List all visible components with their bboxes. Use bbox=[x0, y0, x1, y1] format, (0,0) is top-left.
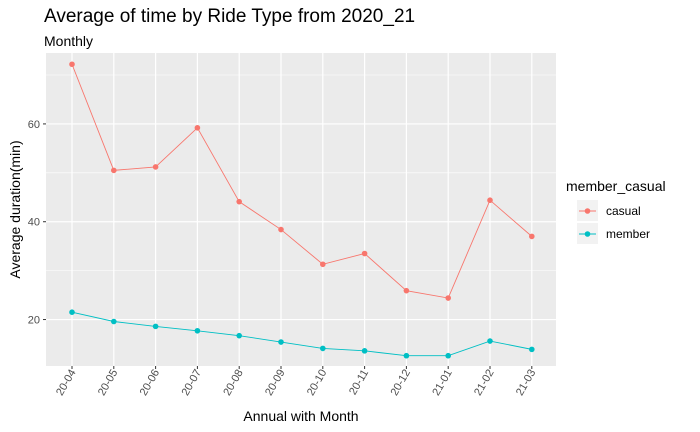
chart-title: Average of time by Ride Type from 2020_2… bbox=[44, 6, 416, 27]
x-tick-label: 20-07 bbox=[180, 368, 204, 398]
data-point-casual bbox=[403, 287, 410, 294]
data-point-casual bbox=[361, 250, 368, 257]
data-point-casual bbox=[111, 167, 117, 174]
x-tick-label: 21-03 bbox=[514, 368, 538, 398]
x-tick-label: 21-01 bbox=[430, 368, 454, 398]
legend-label-casual: casual bbox=[606, 204, 641, 218]
series-layer bbox=[69, 61, 535, 359]
x-axis: 20-04 20-05 20-06 20-07 20-08 20-09 20-10 20-11… bbox=[54, 366, 538, 398]
legend-point-casual bbox=[584, 208, 591, 214]
data-point-member bbox=[403, 352, 410, 359]
series-line-casual bbox=[71, 64, 533, 299]
data-point-casual bbox=[278, 226, 284, 233]
legend: member_casual casual member bbox=[566, 178, 666, 244]
data-point-member bbox=[69, 309, 75, 316]
data-point-casual bbox=[194, 125, 201, 131]
legend-title: member_casual bbox=[566, 178, 666, 194]
legend-label-member: member bbox=[606, 227, 650, 241]
data-point-member bbox=[194, 327, 201, 334]
data-point-member bbox=[487, 338, 493, 344]
data-point-casual bbox=[487, 197, 493, 204]
data-point-member bbox=[320, 345, 326, 352]
data-point-member bbox=[152, 323, 159, 330]
x-tick-label: 20-10 bbox=[305, 368, 329, 398]
y-tick-label: 60 bbox=[28, 119, 40, 131]
x-tick-label: 20-08 bbox=[221, 368, 245, 398]
data-point-casual bbox=[152, 164, 159, 170]
data-point-member bbox=[111, 318, 117, 325]
chart-subtitle: Monthly bbox=[44, 33, 94, 49]
legend-point-member bbox=[584, 231, 591, 237]
series-line-member bbox=[71, 311, 532, 357]
grid-lines bbox=[46, 53, 556, 366]
x-tick-label: 20-06 bbox=[138, 368, 162, 398]
data-point-casual bbox=[320, 261, 326, 268]
y-tick-label: 20 bbox=[28, 315, 40, 327]
data-point-member bbox=[529, 346, 535, 353]
data-point-casual bbox=[529, 233, 535, 240]
plot-panel bbox=[46, 53, 556, 366]
data-point-member bbox=[278, 339, 284, 345]
y-axis-title: Average duration(min) bbox=[7, 140, 23, 278]
data-point-casual bbox=[445, 295, 452, 301]
x-tick-label: 20-11 bbox=[347, 368, 371, 398]
y-tick-label: 40 bbox=[28, 217, 40, 229]
x-axis-title: Annual with Month bbox=[243, 408, 358, 424]
data-point-member bbox=[361, 348, 368, 354]
data-point-casual bbox=[236, 198, 242, 205]
data-point-member bbox=[445, 352, 452, 359]
y-axis: 20 40 60 bbox=[28, 119, 46, 327]
x-tick-label: 20-05 bbox=[96, 368, 120, 398]
data-point-member bbox=[236, 332, 242, 339]
x-tick-label: 20-04 bbox=[54, 368, 78, 398]
x-tick-label: 20-12 bbox=[389, 368, 413, 398]
x-tick-label: 20-09 bbox=[263, 368, 287, 398]
data-point-casual bbox=[69, 61, 75, 68]
x-tick-label: 21-02 bbox=[472, 368, 496, 398]
